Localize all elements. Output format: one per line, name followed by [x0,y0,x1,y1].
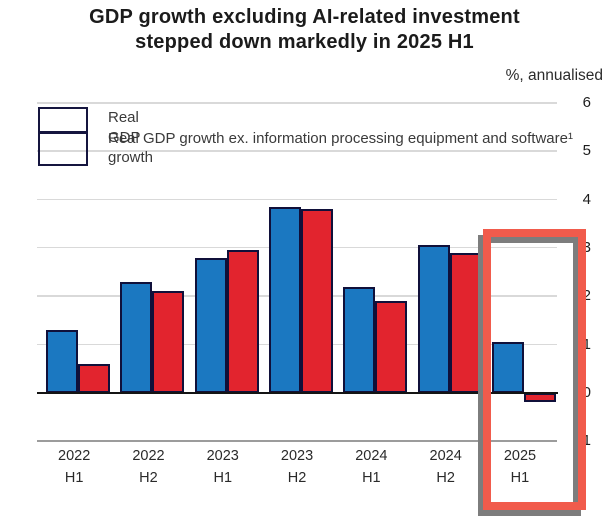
bar-real-gdp-ex-ai-2024-h1 [375,301,408,393]
bar-real-gdp-2022-h2 [120,281,153,393]
x-tick-label-2022-h2: 2022 H2 [111,446,185,490]
x-tick-year: 2023 [280,448,314,464]
gridline-5 [37,150,557,152]
legend-swatch-real-gdp [38,107,88,133]
gridline-6 [37,102,557,104]
y-tick-label-0: 0 [582,383,591,401]
legend-label-real-gdp: Real GDP growth [108,109,154,166]
y-tick-label-2: 2 [582,287,591,305]
x-tick-year: 2024 [355,448,388,464]
gridline-4 [37,198,557,201]
x-tick-half: H1 [362,469,381,486]
x-tick-year: 2024 [429,448,462,464]
y-tick-label-4: 4 [582,190,591,208]
bar-real-gdp-ex-ai-2022-h2 [152,291,185,393]
bar-real-gdp-ex-ai-2022-h1 [78,363,110,393]
x-tick-half: H2 [287,469,307,486]
x-tick-label-2023-h1: 2023 H1 [186,446,260,490]
y-tick-label-6: 6 [582,94,591,111]
x-tick-half: H1 [510,469,530,486]
x-tick-half: H2 [139,469,158,486]
x-tick-half: H1 [64,469,84,486]
chart-title-line1: GDP growth excluding AI-related investme… [89,6,520,28]
bar-real-gdp-2025-h1 [491,342,524,393]
x-tick-label-2023-h2: 2023 H2 [260,446,334,490]
bar-real-gdp-ex-ai-2023-h1 [226,250,259,393]
highlight-box-2025-h1 [483,229,586,510]
chart-title: GDP growth excluding AI-related investme… [0,5,609,55]
x-tick-label-2024-h2: 2024 H2 [409,446,483,490]
legend-label-real-gdp-ex-ai: Real GDP growth ex. information processi… [108,130,573,147]
bar-real-gdp-2023-h1 [194,257,227,393]
bar-real-gdp-2024-h1 [343,286,376,393]
x-tick-year: 2022 [58,448,91,464]
x-tick-year: 2022 [132,448,165,464]
x-tick-label-2022-h1: 2022 H1 [37,446,111,490]
chart-title-line2: stepped down markedly in 2025 H1 [135,31,474,54]
y-tick-label-1: 1 [582,335,591,353]
bar-real-gdp-2022-h1 [46,330,78,393]
y-tick-label-3: 3 [582,238,591,256]
y-tick-label-5: 5 [582,142,591,160]
bar-real-gdp-2023-h2 [268,206,301,393]
axis-unit-label: %, annualised [505,67,603,84]
x-tick-label-2024-h1: 2024 H1 [334,446,408,490]
bar-real-gdp-2024-h2 [417,245,450,393]
x-tick-half: H1 [213,469,233,486]
legend-swatch-real-gdp-ex-ai [38,132,88,166]
bar-real-gdp-ex-ai-2024-h2 [449,252,482,393]
x-tick-year: 2023 [206,448,239,464]
x-tick-year: 2025 [503,448,537,464]
x-tick-label-2025-h1: 2025 H1 [483,446,557,490]
bar-real-gdp-ex-ai-2023-h2 [300,209,333,393]
gridline--1 [37,440,557,443]
x-tick-half: H2 [436,469,455,486]
x-axis-line [37,391,558,395]
